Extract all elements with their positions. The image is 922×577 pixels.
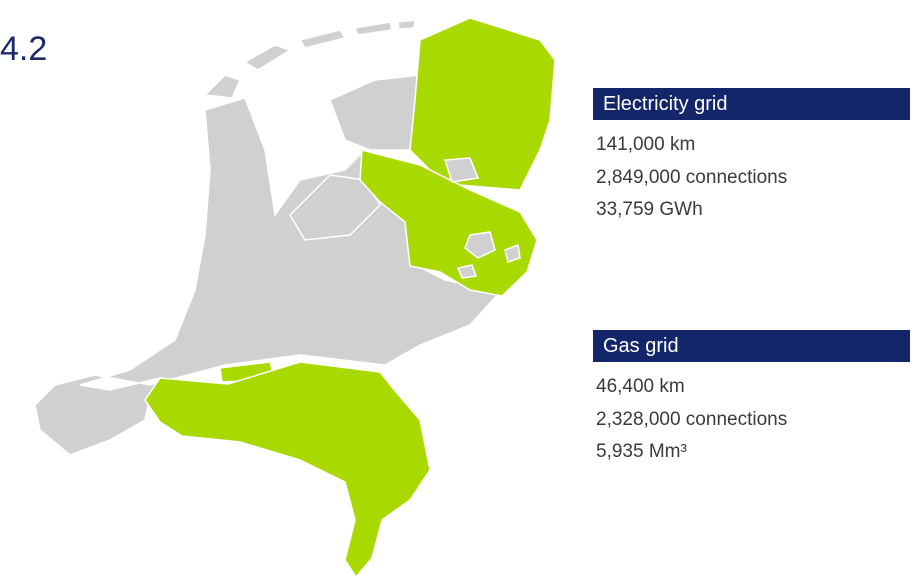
island (203, 74, 242, 99)
panel-title: Electricity grid (593, 88, 910, 120)
panel-line: 5,935 Mm³ (596, 441, 687, 462)
panel-line: 141,000 km (596, 134, 696, 155)
panel-line: 33,759 GWh (596, 199, 703, 220)
island (243, 44, 292, 71)
province-area (409, 17, 556, 191)
enclave (456, 264, 478, 279)
province-area (144, 361, 431, 577)
panel-line: 2,328,000 connections (596, 408, 788, 430)
enclave (504, 243, 521, 263)
island (353, 21, 393, 36)
panel-title: Gas grid (593, 330, 910, 362)
island (298, 29, 347, 49)
electricity-panel: Electricity grid 141,000 km 2,849,000 co… (593, 88, 910, 227)
enclave (443, 157, 480, 183)
panel-line: 2,849,000 connections (596, 166, 788, 188)
panel-line: 46,400 km (596, 376, 685, 397)
enclave (464, 231, 496, 259)
heading: 4.2 (0, 30, 48, 68)
province-area (289, 174, 381, 241)
island (397, 19, 416, 30)
province-area (359, 149, 538, 297)
gas-panel: Gas grid 46,400 km 2,328,000 connections… (593, 330, 910, 469)
